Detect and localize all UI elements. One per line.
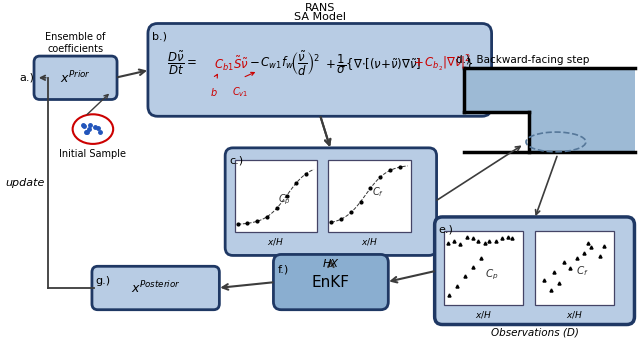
FancyBboxPatch shape xyxy=(273,254,388,310)
Text: $C_f$: $C_f$ xyxy=(576,265,589,278)
Text: $+\,C_{b_2}|\nabla\tilde{\nu}|^2$: $+\,C_{b_2}|\nabla\tilde{\nu}|^2$ xyxy=(413,54,472,74)
Text: $\}$: $\}$ xyxy=(465,56,472,72)
Text: $x/H$: $x/H$ xyxy=(476,309,492,320)
Text: $x^{Prior}$: $x^{Prior}$ xyxy=(60,70,91,86)
Text: d.)  Backward-facing step: d.) Backward-facing step xyxy=(456,55,589,65)
FancyBboxPatch shape xyxy=(444,231,524,305)
Text: $C_{b1}\tilde{S}\tilde{\nu}$: $C_{b1}\tilde{S}\tilde{\nu}$ xyxy=(214,55,248,73)
Ellipse shape xyxy=(72,114,113,144)
Text: update: update xyxy=(5,178,45,188)
Text: f.): f.) xyxy=(277,264,289,274)
Bar xyxy=(529,112,636,152)
FancyBboxPatch shape xyxy=(34,56,117,100)
Text: e.): e.) xyxy=(438,225,453,235)
Text: b.): b.) xyxy=(152,31,167,41)
Text: EnKF: EnKF xyxy=(312,275,350,290)
FancyBboxPatch shape xyxy=(328,160,410,232)
FancyBboxPatch shape xyxy=(225,148,436,255)
FancyBboxPatch shape xyxy=(92,266,220,310)
FancyBboxPatch shape xyxy=(148,24,492,116)
Text: g.): g.) xyxy=(96,276,111,286)
Bar xyxy=(463,68,636,112)
Text: $C_{v1}$: $C_{v1}$ xyxy=(232,86,249,100)
FancyBboxPatch shape xyxy=(235,160,317,232)
Text: Ensemble of
coefficients: Ensemble of coefficients xyxy=(45,32,106,54)
Text: $C_p$: $C_p$ xyxy=(485,268,499,282)
Text: HX: HX xyxy=(323,260,339,269)
Text: Observations (D): Observations (D) xyxy=(491,327,579,338)
Text: a.): a.) xyxy=(19,73,34,83)
Text: $x^{Posterior}$: $x^{Posterior}$ xyxy=(131,280,180,296)
Text: $x/H$: $x/H$ xyxy=(268,236,284,247)
Text: Initial Sample: Initial Sample xyxy=(60,149,127,159)
Text: $x/H$: $x/H$ xyxy=(566,309,583,320)
Text: c.): c.) xyxy=(229,156,243,166)
Text: $\dfrac{D\tilde{\nu}}{Dt}=$: $\dfrac{D\tilde{\nu}}{Dt}=$ xyxy=(167,50,197,77)
Text: SA Model: SA Model xyxy=(294,12,346,21)
Text: $C_f$: $C_f$ xyxy=(372,185,384,199)
Text: $x/H$: $x/H$ xyxy=(361,236,378,247)
Text: $b$: $b$ xyxy=(210,86,218,98)
FancyBboxPatch shape xyxy=(435,217,634,325)
FancyBboxPatch shape xyxy=(535,231,614,305)
Text: $C_p$: $C_p$ xyxy=(278,192,291,207)
Text: $-\,C_{w1}f_w\!\left(\dfrac{\tilde{\nu}}{d}\right)^{\!2}$: $-\,C_{w1}f_w\!\left(\dfrac{\tilde{\nu}}… xyxy=(250,50,320,78)
Text: RANS: RANS xyxy=(305,3,335,13)
Text: $+\,\dfrac{1}{\sigma}\{\nabla{\cdot}[(\nu{+}\tilde{\nu})\nabla\tilde{\nu}]$: $+\,\dfrac{1}{\sigma}\{\nabla{\cdot}[(\n… xyxy=(324,52,421,76)
